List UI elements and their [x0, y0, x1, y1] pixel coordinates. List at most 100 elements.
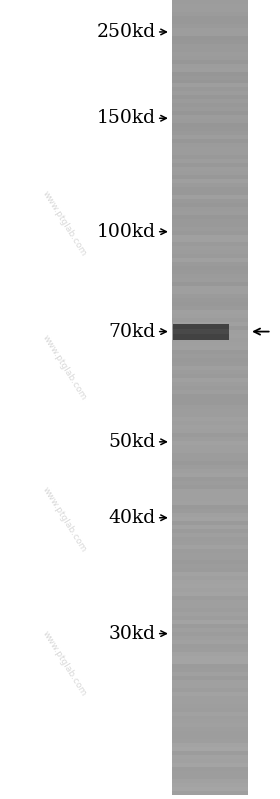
Bar: [172, 397, 248, 401]
Bar: [172, 703, 248, 708]
Bar: [172, 492, 248, 497]
Bar: [172, 39, 248, 44]
Bar: [172, 3, 248, 8]
Bar: [172, 82, 248, 87]
Bar: [173, 324, 229, 340]
Bar: [172, 170, 248, 175]
Bar: [172, 353, 248, 358]
Bar: [172, 627, 248, 632]
Bar: [172, 734, 248, 739]
Bar: [172, 762, 248, 767]
Bar: [172, 365, 248, 370]
Bar: [172, 218, 248, 223]
Bar: [172, 186, 248, 191]
Bar: [172, 464, 248, 469]
Bar: [172, 496, 248, 501]
Bar: [172, 667, 248, 672]
Bar: [172, 404, 248, 409]
Bar: [172, 683, 248, 688]
Bar: [172, 671, 248, 676]
Bar: [172, 583, 248, 588]
Bar: [172, 778, 248, 783]
Bar: [172, 226, 248, 231]
Bar: [172, 230, 248, 235]
Bar: [172, 325, 248, 330]
Bar: [172, 134, 248, 139]
Bar: [172, 468, 248, 473]
Bar: [172, 603, 248, 608]
Bar: [172, 345, 248, 350]
Bar: [172, 285, 248, 290]
Bar: [172, 71, 248, 76]
Bar: [172, 548, 248, 553]
Bar: [172, 47, 248, 52]
Text: 250kd: 250kd: [96, 23, 155, 41]
Bar: [172, 484, 248, 489]
Bar: [172, 257, 248, 262]
Bar: [172, 448, 248, 453]
Bar: [172, 695, 248, 700]
Text: 50kd: 50kd: [108, 433, 155, 451]
Bar: [172, 651, 248, 656]
Bar: [172, 412, 248, 417]
Bar: [172, 63, 248, 68]
Bar: [172, 639, 248, 644]
Bar: [172, 79, 248, 83]
Bar: [172, 126, 248, 131]
Bar: [172, 130, 248, 135]
Bar: [172, 424, 248, 429]
Bar: [172, 305, 248, 310]
Bar: [172, 341, 248, 346]
Bar: [172, 75, 248, 79]
Bar: [172, 317, 248, 322]
Bar: [172, 575, 248, 580]
Bar: [172, 59, 248, 64]
Bar: [172, 11, 248, 16]
Bar: [172, 635, 248, 640]
Bar: [172, 420, 248, 425]
Bar: [172, 432, 248, 437]
Bar: [172, 508, 248, 513]
Bar: [172, 261, 248, 266]
Bar: [172, 385, 248, 390]
Bar: [172, 198, 248, 203]
Bar: [172, 456, 248, 461]
Bar: [172, 444, 248, 449]
Bar: [172, 293, 248, 298]
Bar: [172, 611, 248, 616]
Bar: [172, 210, 248, 215]
Bar: [172, 357, 248, 362]
Bar: [172, 742, 248, 747]
Bar: [172, 0, 248, 4]
Bar: [172, 452, 248, 457]
Bar: [172, 23, 248, 28]
Bar: [172, 162, 248, 167]
Bar: [172, 758, 248, 763]
Bar: [172, 106, 248, 111]
Bar: [172, 118, 248, 123]
Bar: [172, 114, 248, 119]
Bar: [172, 297, 248, 302]
Bar: [172, 400, 248, 405]
Bar: [172, 607, 248, 612]
Bar: [172, 277, 248, 282]
Bar: [172, 595, 248, 600]
Bar: [172, 504, 248, 509]
Bar: [172, 524, 248, 529]
Bar: [172, 377, 248, 382]
Bar: [172, 782, 248, 787]
Bar: [172, 86, 248, 91]
Bar: [172, 647, 248, 652]
Bar: [172, 166, 248, 171]
Bar: [172, 150, 248, 155]
Bar: [172, 182, 248, 187]
Bar: [172, 480, 248, 485]
Bar: [172, 202, 248, 207]
Text: www.ptglab.com: www.ptglab.com: [41, 189, 88, 258]
Bar: [172, 102, 248, 107]
Bar: [172, 730, 248, 735]
Bar: [172, 516, 248, 521]
Bar: [172, 249, 248, 254]
Bar: [172, 579, 248, 584]
Bar: [172, 19, 248, 24]
